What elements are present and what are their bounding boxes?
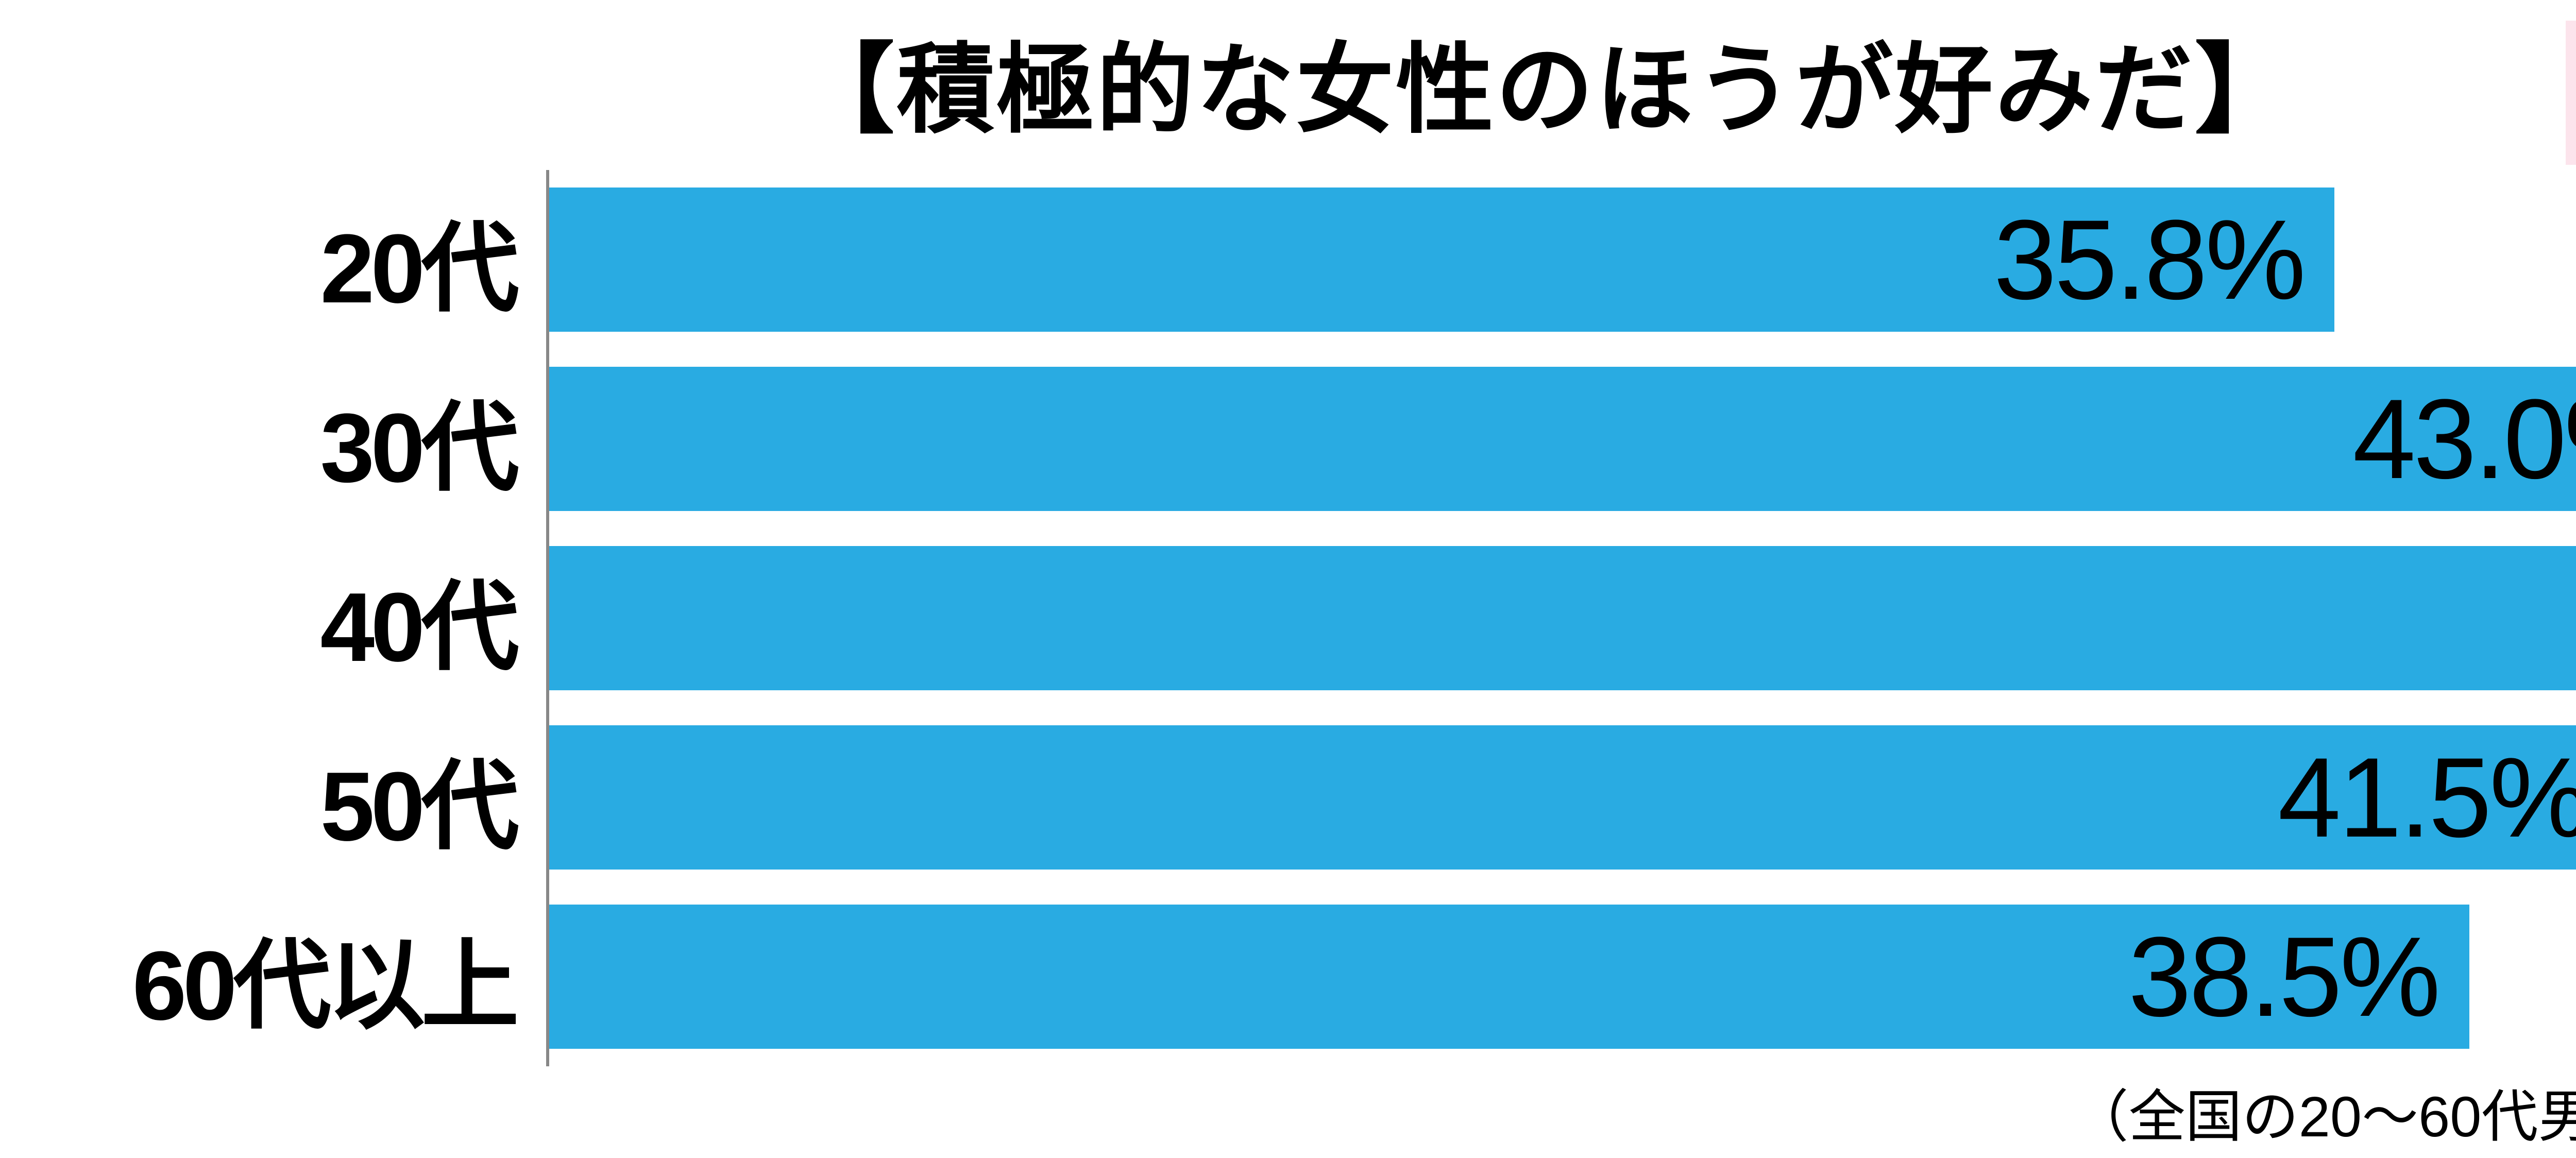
- bar: 43.0%: [549, 367, 2576, 511]
- category-label: 20代: [72, 189, 546, 331]
- category-label: 30代: [72, 368, 546, 510]
- bar-row: 48.9%: [549, 529, 2576, 708]
- bar-value-label: 35.8%: [1994, 195, 2304, 325]
- label-row: 20代: [72, 170, 546, 349]
- bar-row: 35.8%: [549, 170, 2576, 349]
- label-row: 30代: [72, 349, 546, 529]
- chart-title: 【積極的な女性のほうが好みだ】: [0, 10, 2576, 152]
- category-label: 50代: [72, 727, 546, 868]
- bar: 48.9%: [549, 546, 2576, 690]
- category-label: 40代: [72, 548, 546, 689]
- bar: 41.5%: [549, 725, 2576, 870]
- bars-column: 35.8% 43.0% 48.9% 41.5% 38.5%: [546, 170, 2576, 1066]
- bar: 38.5%: [549, 905, 2469, 1049]
- bar-row: 41.5%: [549, 708, 2576, 887]
- bar-value-label: 43.0%: [2353, 374, 2576, 504]
- bar-row: 38.5%: [549, 887, 2576, 1066]
- label-row: 40代: [72, 529, 546, 708]
- footnote: （全国の20〜60代男性672名に調査）: [2072, 1070, 2576, 1153]
- label-row: 60代以上: [72, 887, 546, 1066]
- logo-box: 気になるアレを大調査ニュース！ しらべぇ: [2566, 21, 2576, 165]
- label-column: 20代 30代 40代 50代 60代以上: [72, 170, 546, 1066]
- label-row: 50代: [72, 708, 546, 887]
- bar: 35.8%: [549, 188, 2334, 332]
- bar-row: 43.0%: [549, 349, 2576, 529]
- category-label: 60代以上: [72, 906, 546, 1048]
- chart-area: 20代 30代 40代 50代 60代以上 35.8% 43.0% 48.9% 41.5% 38…: [72, 170, 2576, 1066]
- bar-value-label: 41.5%: [2278, 733, 2576, 863]
- bar-value-label: 38.5%: [2128, 912, 2438, 1042]
